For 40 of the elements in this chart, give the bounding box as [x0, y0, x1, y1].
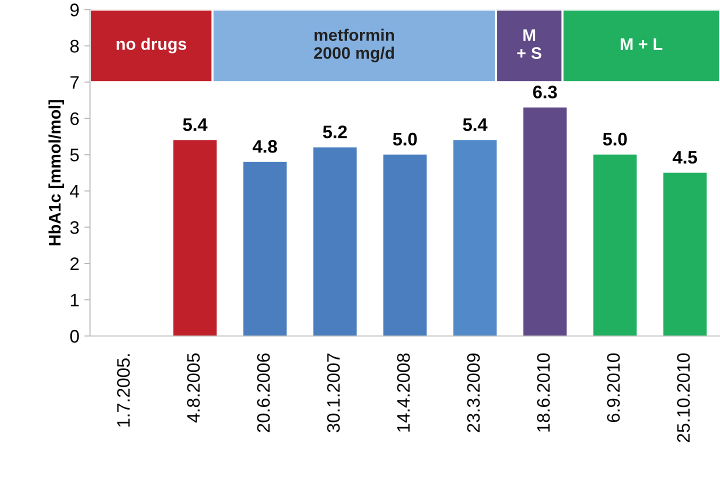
y-tick-label: 6 [70, 112, 79, 126]
y-tick-label: 1 [70, 294, 79, 306]
bar [173, 140, 217, 336]
bar [663, 172, 707, 336]
annotation: M + S [517, 29, 542, 59]
y-tick-label: 5 [70, 148, 79, 162]
data-label: 5.4 [183, 118, 208, 132]
x-tick-label: 25.10.2010 [677, 353, 690, 442]
data-label: 4.8 [252, 140, 277, 153]
bar [313, 147, 357, 336]
x-tick-label: 23.3.2009 [467, 354, 480, 432]
bar [453, 140, 497, 336]
bar [593, 154, 637, 336]
y-tick-label: 8 [70, 40, 79, 53]
x-tick-label: 14.4.2008 [397, 353, 410, 432]
annotation: no drugs [116, 38, 186, 54]
y-axis-title: HbA1c [mmol/mol] [48, 100, 64, 246]
x-tick-label: 30.1.2007 [327, 354, 340, 432]
data-label: 5.0 [603, 132, 627, 146]
bar [523, 108, 567, 336]
data-label: 5.0 [393, 132, 417, 146]
data-label: 5.4 [463, 118, 488, 132]
data-label: 5.2 [323, 126, 347, 138]
annotation: metformin 2000 mg/d [314, 28, 394, 62]
x-tick-label: 1.7.2005. [117, 354, 130, 427]
bar [243, 162, 287, 336]
x-tick-label: 20.6.2006 [257, 353, 270, 432]
x-tick-label: 18.6.2010 [537, 353, 550, 432]
y-tick-label: 3 [70, 221, 79, 234]
bar [383, 154, 427, 336]
y-tick-label: 7 [70, 76, 79, 89]
data-label: 4.5 [672, 151, 698, 164]
x-tick-label: 6.9.2010 [607, 353, 620, 422]
data-label: 6.3 [533, 86, 557, 98]
y-tick-label: 0 [70, 330, 79, 343]
x-tick-label: 4.8.2005 [187, 353, 200, 423]
y-tick-label: 9 [70, 4, 79, 16]
y-tick-label: 2 [70, 257, 79, 270]
y-tick-label: 4 [70, 185, 80, 198]
annotation: M + L [620, 38, 662, 50]
